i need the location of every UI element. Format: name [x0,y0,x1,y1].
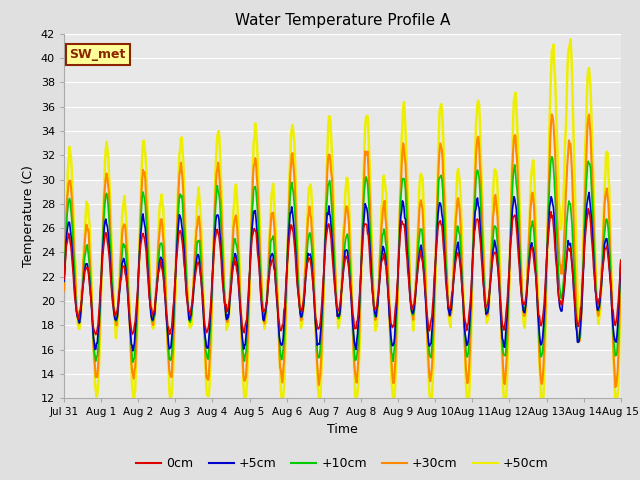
+5cm [185,314,193,320]
+50cm [617,277,625,283]
+30cm [60,288,68,293]
+30cm [184,298,192,304]
0cm [92,332,100,337]
Line: +30cm: +30cm [64,114,621,387]
+30cm [127,360,135,366]
+5cm [214,212,222,218]
0cm [185,308,193,313]
+5cm [70,280,78,286]
+50cm [185,311,193,317]
0cm [214,230,222,236]
+30cm [410,309,418,315]
+50cm [214,130,222,136]
+5cm [617,258,625,264]
+5cm [585,190,593,195]
+5cm [129,348,137,354]
0cm [584,206,592,212]
+30cm [70,249,78,254]
+50cm [70,230,78,236]
Line: +5cm: +5cm [64,192,621,351]
+50cm [411,305,419,311]
Legend: 0cm, +5cm, +10cm, +30cm, +50cm: 0cm, +5cm, +10cm, +30cm, +50cm [131,452,554,475]
+5cm [411,300,419,305]
Text: SW_met: SW_met [70,48,126,61]
0cm [428,317,435,323]
+10cm [411,300,419,306]
0cm [70,286,78,291]
+50cm [127,365,135,371]
0cm [411,293,419,299]
Y-axis label: Temperature (C): Temperature (C) [22,165,35,267]
+10cm [129,360,137,365]
+30cm [214,167,221,172]
+10cm [127,343,135,349]
X-axis label: Time: Time [327,423,358,436]
Line: +50cm: +50cm [64,39,621,398]
+10cm [428,355,435,360]
+5cm [428,340,435,346]
0cm [617,258,625,264]
Title: Water Temperature Profile A: Water Temperature Profile A [235,13,450,28]
+30cm [617,265,625,271]
+10cm [70,258,78,264]
+5cm [60,278,68,284]
+50cm [566,36,574,42]
+50cm [428,396,435,401]
+50cm [60,301,68,307]
Line: +10cm: +10cm [64,156,621,362]
+10cm [60,279,68,285]
+30cm [548,111,556,117]
+10cm [185,309,193,315]
+10cm [214,189,222,194]
Line: 0cm: 0cm [64,209,621,335]
+30cm [426,378,434,384]
0cm [60,276,68,282]
+10cm [548,154,556,159]
+5cm [127,341,135,347]
+10cm [617,257,625,263]
+30cm [612,384,620,390]
0cm [128,332,136,337]
+50cm [130,396,138,401]
